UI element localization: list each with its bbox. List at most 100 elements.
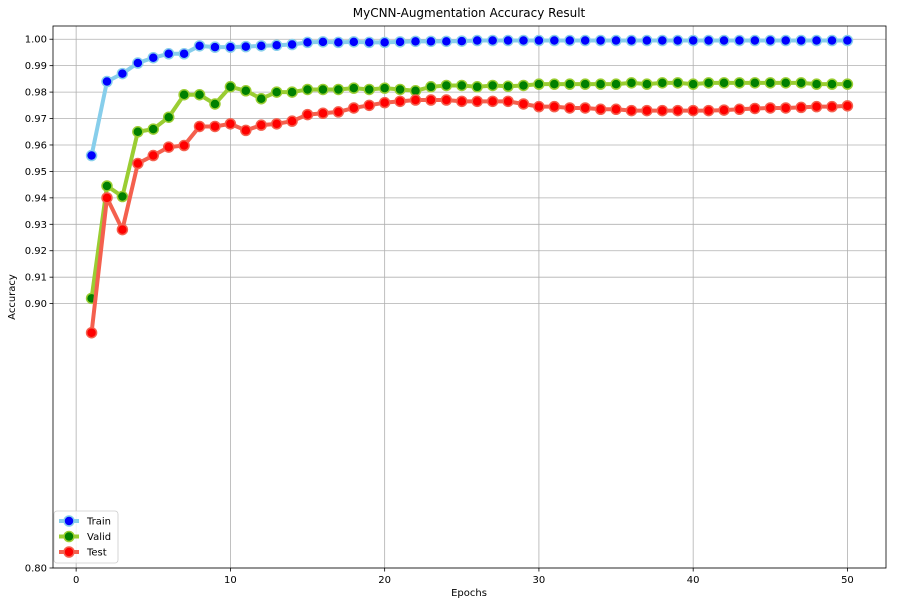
data-point: [178, 48, 190, 60]
legend-item-valid: Valid: [59, 530, 111, 543]
data-point: [147, 123, 160, 135]
data-point: [517, 79, 530, 92]
data-point: [147, 149, 160, 162]
data-point: [440, 94, 453, 106]
data-point: [101, 192, 113, 204]
data-point: [193, 40, 206, 52]
x-tick-label: 50: [841, 575, 854, 586]
data-point: [132, 57, 144, 69]
data-point: [209, 98, 221, 110]
data-point: [193, 120, 206, 133]
data-point: [733, 34, 746, 47]
x-tick-label: 0: [73, 575, 79, 586]
legend-marker: [63, 546, 75, 558]
data-point: [116, 67, 129, 80]
data-point: [795, 34, 807, 47]
y-tick-label: 0.80: [25, 564, 47, 575]
data-point: [363, 36, 375, 49]
data-point: [718, 104, 730, 116]
data-point: [625, 104, 638, 117]
data-point: [672, 104, 684, 117]
data-point: [656, 77, 669, 89]
data-point: [841, 34, 854, 47]
data-point: [610, 78, 622, 90]
data-point: [286, 38, 298, 51]
data-point: [363, 99, 375, 112]
data-point: [625, 34, 638, 47]
series-test: [85, 94, 854, 339]
data-point: [425, 35, 437, 48]
data-point: [255, 92, 267, 105]
data-point: [378, 82, 391, 94]
data-point: [101, 75, 113, 88]
y-tick-label: 0.94: [25, 193, 47, 204]
data-point: [610, 103, 622, 116]
data-point: [672, 77, 684, 89]
data-point: [178, 139, 190, 152]
data-point: [132, 126, 144, 138]
data-point: [486, 34, 499, 47]
data-point: [548, 34, 561, 47]
y-tick-label: 1.00: [25, 35, 47, 46]
data-point: [224, 81, 237, 93]
data-point: [641, 78, 653, 90]
data-point: [533, 100, 545, 113]
data-point: [471, 81, 483, 93]
legend-marker: [63, 530, 75, 543]
data-point: [317, 36, 329, 48]
data-point: [486, 79, 499, 92]
series-layer: [85, 34, 854, 339]
y-tick-label: 0.97: [25, 114, 47, 125]
data-point: [826, 78, 838, 90]
data-point: [348, 82, 360, 94]
data-point: [795, 77, 807, 89]
data-point: [687, 104, 699, 117]
data-point: [594, 34, 607, 47]
x-tick-label: 30: [533, 575, 546, 586]
data-point: [656, 34, 669, 47]
data-point: [348, 36, 360, 48]
data-point: [826, 34, 838, 47]
data-point: [363, 83, 375, 96]
data-point: [579, 78, 591, 90]
data-point: [841, 100, 854, 112]
data-point: [409, 35, 422, 48]
data-point: [672, 34, 684, 47]
data-point: [286, 115, 298, 127]
data-point: [301, 108, 314, 121]
data-point: [270, 39, 283, 52]
data-point: [317, 83, 329, 96]
y-tick-label: 0.99: [25, 61, 47, 72]
data-point: [564, 102, 576, 114]
data-point: [456, 79, 468, 92]
legend-label: Test: [86, 548, 107, 559]
x-tick-label: 40: [687, 575, 700, 586]
data-point: [533, 34, 545, 47]
data-point: [456, 35, 468, 47]
data-point: [733, 103, 746, 116]
data-point: [255, 119, 267, 131]
y-axis-label: Accuracy: [7, 274, 18, 320]
data-point: [687, 78, 699, 90]
data-point: [162, 48, 175, 60]
data-point: [564, 78, 576, 90]
data-point: [502, 95, 514, 108]
data-point: [332, 106, 345, 118]
data-point: [425, 94, 437, 106]
legend: Train Valid Test: [53, 510, 119, 564]
data-point: [718, 77, 730, 89]
data-point: [85, 149, 98, 162]
data-point: [394, 36, 406, 48]
data-point: [810, 100, 823, 113]
x-axis-ticks: 0 10 20 30 40 50: [73, 568, 854, 586]
data-point: [209, 41, 221, 53]
data-point: [486, 95, 499, 108]
data-point: [178, 88, 190, 101]
y-tick-label: 0.93: [25, 220, 47, 231]
data-point: [502, 34, 514, 47]
data-point: [733, 77, 746, 89]
data-point: [471, 95, 483, 108]
data-point: [656, 104, 669, 117]
